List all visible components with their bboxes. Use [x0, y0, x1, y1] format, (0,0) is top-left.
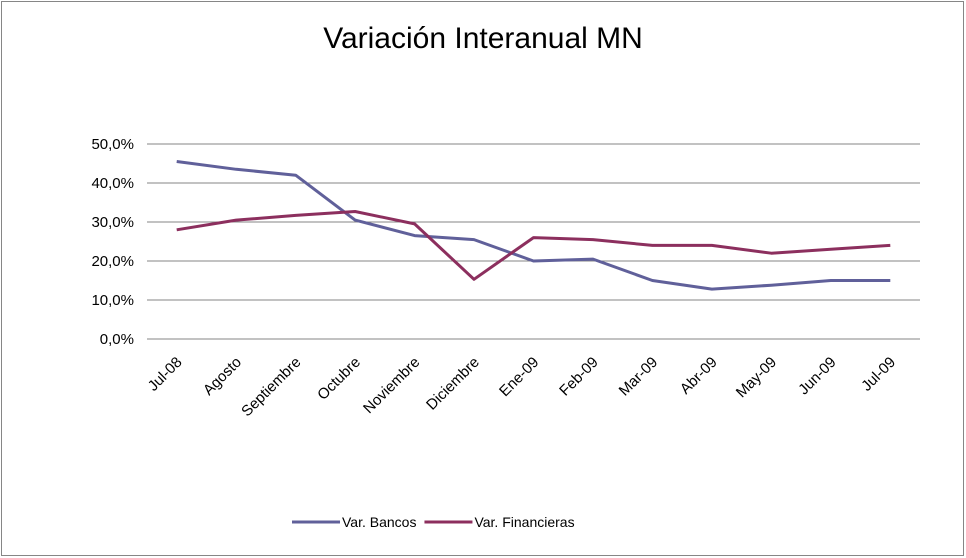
chart-title: Variación Interanual MN	[323, 22, 643, 55]
legend-label: Var. Bancos	[342, 514, 416, 530]
y-tick-label: 50,0%	[91, 136, 134, 153]
y-tick-label: 40,0%	[91, 175, 134, 192]
legend-label: Var. Financieras	[474, 514, 574, 530]
y-tick-label: 30,0%	[91, 214, 134, 231]
series-line	[176, 210, 891, 281]
y-tick-label: 20,0%	[91, 253, 134, 270]
y-tick-label: 10,0%	[91, 292, 134, 309]
y-tick-label: 0,0%	[100, 331, 134, 348]
series-line	[176, 160, 891, 291]
